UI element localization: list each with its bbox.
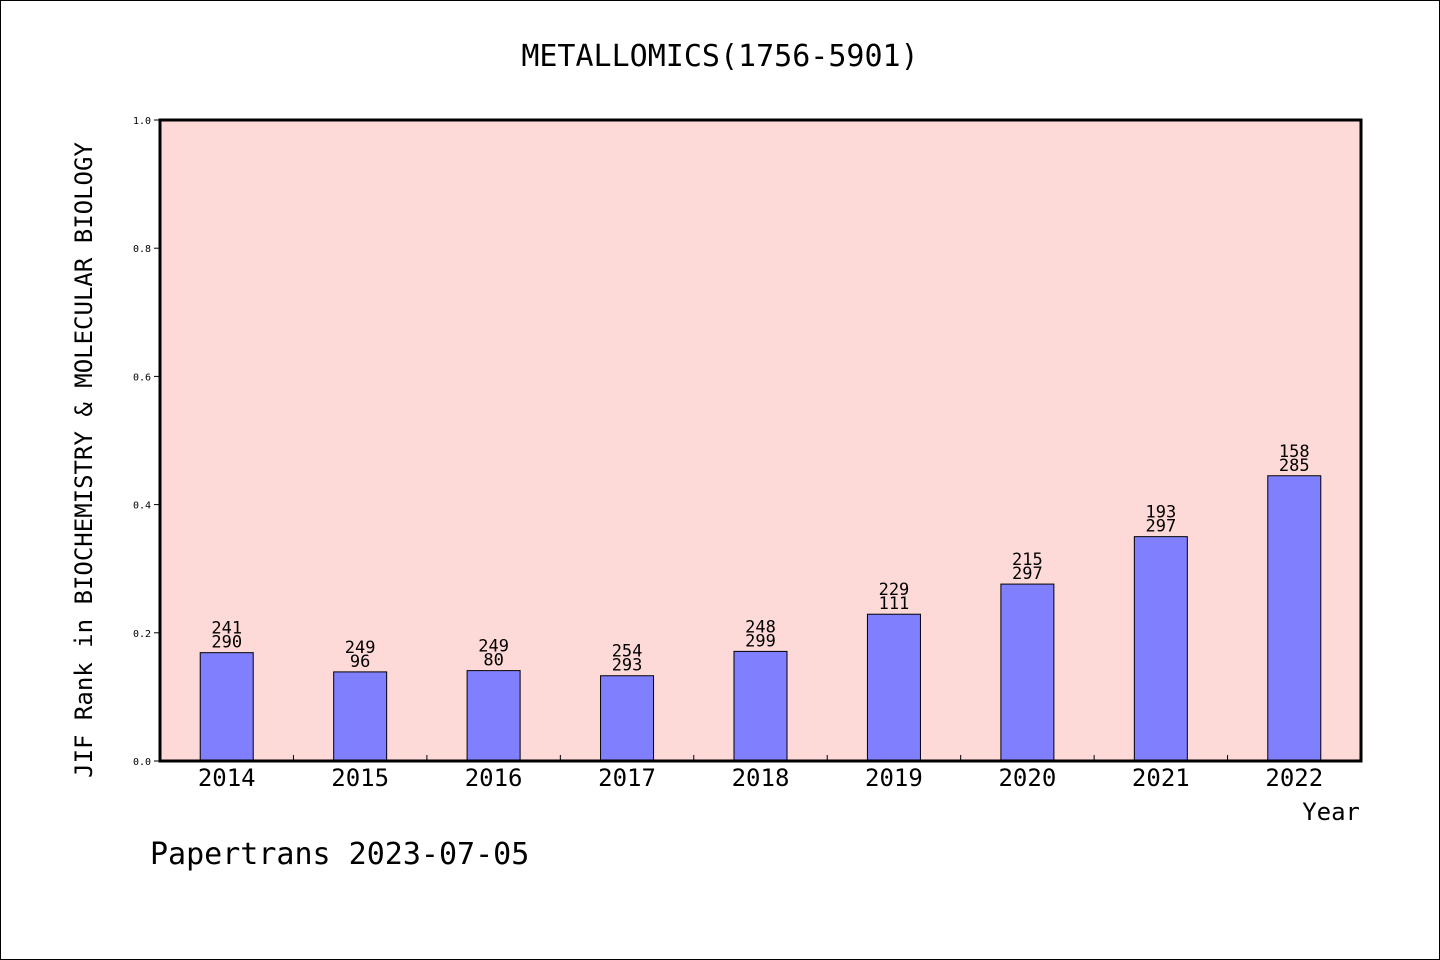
x-tick-label-2020: 2020 xyxy=(998,764,1056,792)
bar-label-top-2020: 215 xyxy=(1012,550,1043,570)
bar-2019 xyxy=(866,613,921,762)
bar-2020 xyxy=(1000,583,1055,762)
bar-label-top-2015: 249 xyxy=(345,638,376,658)
plot-border xyxy=(158,118,1363,763)
bar-2018 xyxy=(733,650,788,762)
bar-label-top-2021: 193 xyxy=(1145,503,1176,523)
x-axis-label: Year xyxy=(1302,798,1360,826)
y-tick-label: 0.2 xyxy=(133,629,151,640)
bar-label-bottom-2014: 290 xyxy=(211,633,242,653)
bar-2021 xyxy=(1133,536,1188,762)
bar-2017 xyxy=(600,675,655,762)
x-tick-label-2022: 2022 xyxy=(1265,764,1323,792)
x-tick-label-2018: 2018 xyxy=(732,764,790,792)
bar-2022 xyxy=(1267,475,1322,762)
footer-credit: Papertrans 2023-07-05 xyxy=(150,837,529,872)
bar-label-bottom-2018: 299 xyxy=(745,631,776,651)
x-tick-label-2017: 2017 xyxy=(598,764,656,792)
x-axis-ticks: 2014 2015 2016 2017 2018 2019 2020 2021 2022 xyxy=(198,755,1323,792)
y-tick-label: 0.4 xyxy=(133,501,151,512)
bar-label-top-2016: 249 xyxy=(478,637,509,657)
x-tick-label-2016: 2016 xyxy=(465,764,523,792)
y-tick-label: 0.8 xyxy=(133,244,151,255)
bar-2016 xyxy=(466,670,521,762)
x-tick-label-2021: 2021 xyxy=(1132,764,1190,792)
y-tick-label: 0.0 xyxy=(133,757,151,768)
x-tick-label-2019: 2019 xyxy=(865,764,923,792)
bar-label-bottom-2020: 297 xyxy=(1012,564,1043,584)
y-axis-label: JIF Rank in BIOCHEMISTRY & MOLECULAR BIO… xyxy=(70,142,98,778)
bar-2014 xyxy=(199,652,254,762)
x-tick-label-2015: 2015 xyxy=(331,764,389,792)
bar-label-bottom-2022: 285 xyxy=(1279,456,1310,476)
bar-label-top-2019: 229 xyxy=(879,580,910,600)
bar-label-bottom-2017: 293 xyxy=(612,656,643,676)
y-tick-label: 0.6 xyxy=(133,372,151,383)
bars-group xyxy=(199,475,1322,762)
bar-label-bottom-2015: 96 xyxy=(350,652,370,672)
bar-label-top-2018: 248 xyxy=(745,617,776,637)
bar-label-top-2014: 241 xyxy=(211,619,242,639)
y-tick-label: 1.0 xyxy=(133,116,151,127)
bar-label-bottom-2016: 80 xyxy=(483,651,503,671)
x-tick-label-2014: 2014 xyxy=(198,764,256,792)
bar-label-top-2022: 158 xyxy=(1279,442,1310,462)
bar-label-top-2017: 254 xyxy=(612,642,643,662)
bar-label-bottom-2021: 297 xyxy=(1145,517,1176,537)
y-axis-ticks: 0.0 0.2 0.4 0.6 0.8 1.0 xyxy=(133,116,160,768)
chart-title: METALLOMICS(1756-5901) xyxy=(521,39,918,74)
bar-label-bottom-2019: 111 xyxy=(879,594,910,614)
bar-2015 xyxy=(333,671,388,762)
